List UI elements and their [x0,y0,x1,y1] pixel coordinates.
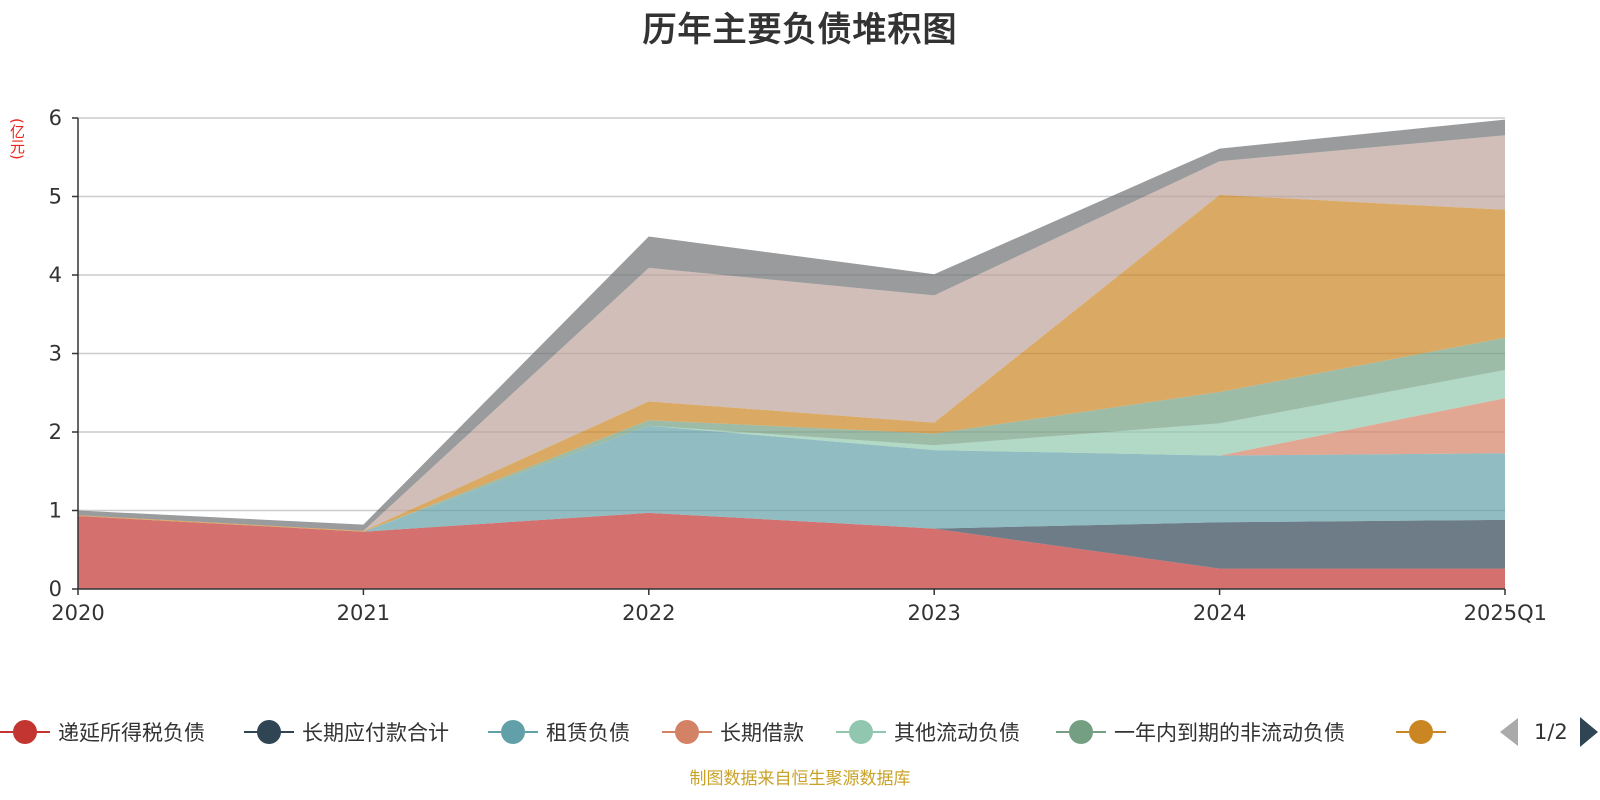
y-tick-label-1: 1 [49,499,62,523]
legend-item[interactable] [1396,712,1446,752]
stacked-area-chart: 0 1 2 3 4 5 6 2020 2021 2022 2023 2024 2025Q1 [0,0,1600,700]
x-tick-label-1: 2021 [337,601,390,625]
legend-marker-icon [1396,712,1446,752]
y-tick-label-5: 5 [49,185,62,209]
legend: 递延所得税负债 长期应付款合计 租赁负债 长期借款 其他流动负债 一年内到期的非流动负债 [0,712,1600,752]
legend-label: 一年内到期的非流动负债 [1114,717,1345,747]
legend-marker-icon [836,712,886,752]
legend-marker-icon [1056,712,1106,752]
legend-page-indicator: 1/2 [1534,720,1568,744]
legend-label: 其他流动负债 [894,717,1020,747]
x-tick-label-3: 2023 [907,601,960,625]
source-note: 制图数据来自恒生聚源数据库 [0,764,1600,789]
legend-next-page-icon[interactable] [1580,717,1598,747]
legend-marker-icon [0,712,50,752]
legend-label: 递延所得税负债 [58,717,205,747]
x-tick-label-2: 2022 [622,601,675,625]
y-tick-label-6: 6 [49,106,62,130]
legend-label: 长期借款 [720,717,804,747]
legend-label: 长期应付款合计 [302,717,449,747]
legend-item[interactable]: 长期应付款合计 [244,712,449,752]
y-tick-label-4: 4 [49,263,62,287]
y-tick-label-2: 2 [49,420,62,444]
legend-item[interactable]: 递延所得税负债 [0,712,205,752]
x-tick-label-0: 2020 [51,601,104,625]
legend-label: 租赁负债 [546,717,630,747]
legend-marker-icon [662,712,712,752]
legend-item[interactable]: 其他流动负债 [836,712,1020,752]
legend-prev-page-icon[interactable] [1500,718,1518,746]
legend-marker-icon [488,712,538,752]
x-tick-label-4: 2024 [1193,601,1246,625]
legend-item[interactable]: 租赁负债 [488,712,630,752]
legend-item[interactable]: 一年内到期的非流动负债 [1056,712,1345,752]
legend-marker-icon [244,712,294,752]
x-tick-label-5: 2025Q1 [1464,601,1547,625]
legend-item[interactable]: 长期借款 [662,712,804,752]
y-tick-label-0: 0 [49,577,62,601]
y-tick-label-3: 3 [49,342,62,366]
legend-pager: 1/2 [1500,712,1598,752]
